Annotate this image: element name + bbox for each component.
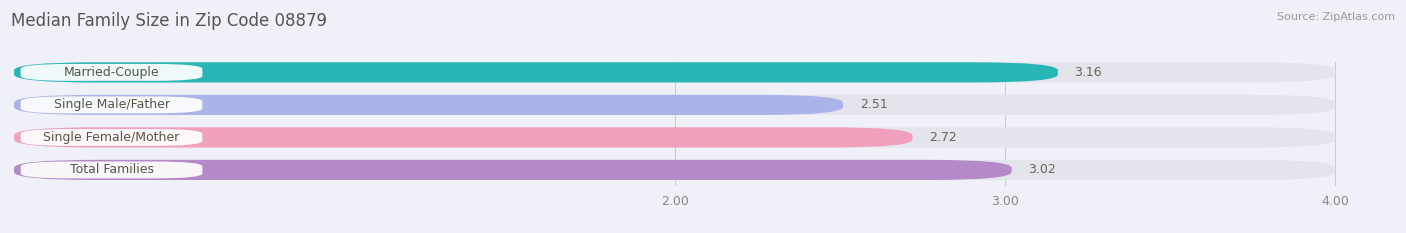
FancyBboxPatch shape [14, 62, 1336, 82]
FancyBboxPatch shape [14, 160, 1336, 180]
Text: Married-Couple: Married-Couple [63, 66, 159, 79]
Text: Total Families: Total Families [69, 163, 153, 176]
Text: 2.51: 2.51 [859, 98, 887, 111]
FancyBboxPatch shape [21, 64, 202, 81]
Text: 2.72: 2.72 [929, 131, 957, 144]
FancyBboxPatch shape [14, 127, 912, 147]
Text: Single Female/Mother: Single Female/Mother [44, 131, 180, 144]
FancyBboxPatch shape [14, 127, 1336, 147]
FancyBboxPatch shape [14, 95, 1336, 115]
FancyBboxPatch shape [21, 96, 202, 113]
Text: Single Male/Father: Single Male/Father [53, 98, 170, 111]
FancyBboxPatch shape [21, 161, 202, 178]
FancyBboxPatch shape [14, 95, 844, 115]
Text: 3.16: 3.16 [1074, 66, 1102, 79]
FancyBboxPatch shape [21, 129, 202, 146]
Text: 3.02: 3.02 [1028, 163, 1056, 176]
Text: Median Family Size in Zip Code 08879: Median Family Size in Zip Code 08879 [11, 12, 328, 30]
FancyBboxPatch shape [14, 62, 1057, 82]
Text: Source: ZipAtlas.com: Source: ZipAtlas.com [1277, 12, 1395, 22]
FancyBboxPatch shape [14, 160, 1012, 180]
